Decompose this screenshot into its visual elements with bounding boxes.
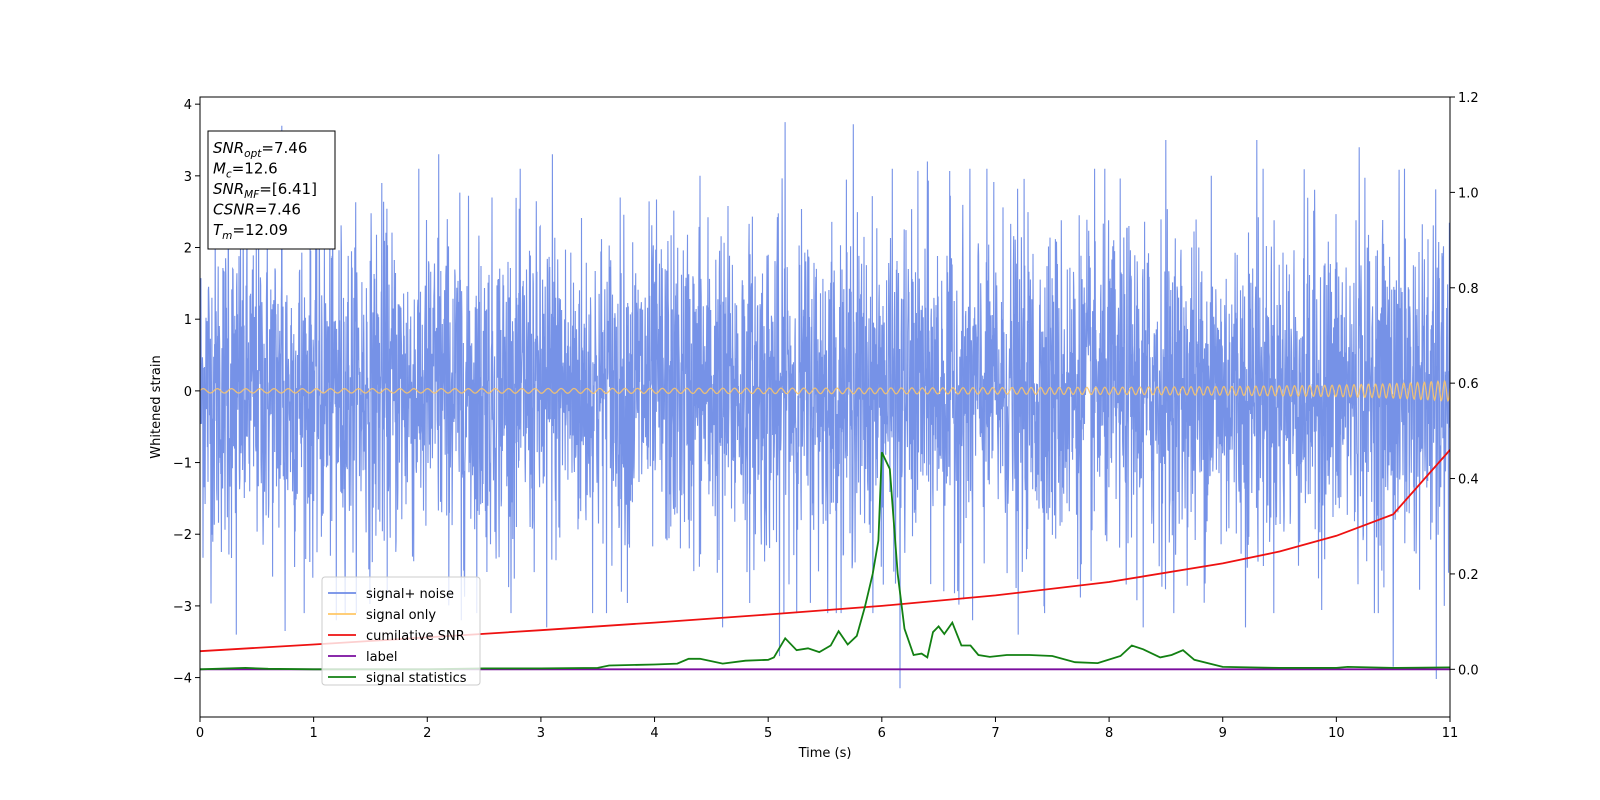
y2-tick-label: 1.2 — [1458, 91, 1479, 106]
y-tick-label: −4 — [173, 672, 192, 687]
x-tick-label: 5 — [764, 726, 772, 741]
x-tick-label: 10 — [1328, 726, 1345, 741]
legend-signal-statistics-label: signal statistics — [366, 671, 467, 686]
legend-signal-only-label: signal only — [366, 608, 436, 623]
series-signal-only — [200, 379, 1450, 403]
y-tick-label: 2 — [184, 242, 192, 257]
plot-frame — [199, 96, 1451, 718]
axis-layer: 0 1 2 3 4 5 6 7 8 9 10 11 −4 −3 −2 −1 0 1 2 3 4 0.0 0.2 0.4 0.6 0… — [173, 91, 1479, 741]
legend-cumulative-snr-label: cumilative SNR — [366, 629, 465, 644]
annotation-line: Mc=12.6 — [213, 160, 278, 181]
x-tick-label: 7 — [991, 726, 999, 741]
legend-label-label: label — [366, 650, 397, 665]
annotation-line: CSNR=7.46 — [213, 201, 301, 219]
x-tick-label: 4 — [650, 726, 658, 741]
annotation-line: Tm=12.09 — [213, 221, 288, 242]
y-tick-label: −1 — [173, 457, 192, 472]
x-tick-label: 11 — [1442, 726, 1459, 741]
x-tick-label: 8 — [1105, 726, 1113, 741]
series-signal-statistics — [200, 451, 1450, 671]
legend-frame — [321, 576, 481, 686]
x-tick-label: 9 — [1219, 726, 1227, 741]
y-tick-label: 1 — [184, 313, 192, 328]
y2-tick-label: 0.6 — [1458, 377, 1479, 392]
annotation-line: SNRMF=[6.41] — [213, 180, 317, 201]
x-tick-label: 1 — [309, 726, 317, 741]
legend: signal+ noise signal only cumilative SNR la… — [321, 576, 481, 686]
y-axis-label: Whitened strain — [149, 355, 164, 458]
y2-tick-label: 0.8 — [1458, 282, 1479, 297]
x-tick-label: 0 — [196, 726, 204, 741]
y-tick-label: 4 — [184, 98, 192, 113]
x-axis-label: Time (s) — [798, 746, 852, 761]
x-tick-label: 3 — [537, 726, 545, 741]
annotation-frame — [207, 130, 336, 250]
y2-tick-label: 0.2 — [1458, 568, 1479, 583]
x-tick-label: 6 — [878, 726, 886, 741]
y2-tick-label: 0.4 — [1458, 473, 1479, 488]
annotation-line: SNRopt=7.46 — [213, 139, 307, 160]
y2-tick-label: 1.0 — [1458, 186, 1479, 201]
x-tick-label: 2 — [423, 726, 431, 741]
y-tick-label: −3 — [173, 600, 192, 615]
legend-signal-noise-label: signal+ noise — [366, 587, 454, 602]
y-tick-label: 0 — [184, 385, 192, 400]
y-tick-label: −2 — [173, 528, 192, 543]
y2-tick-label: 0.0 — [1458, 663, 1479, 678]
y-tick-label: 3 — [184, 170, 192, 185]
